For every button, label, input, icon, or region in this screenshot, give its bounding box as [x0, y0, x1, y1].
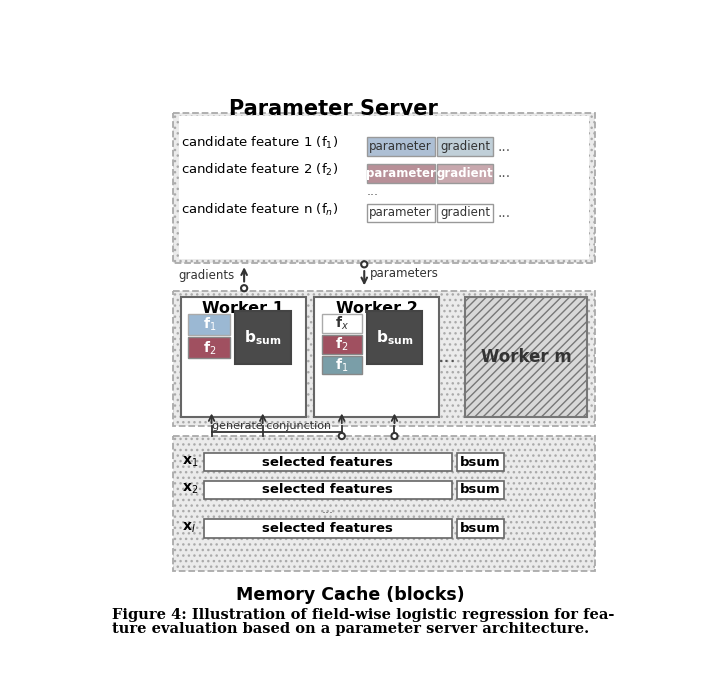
Bar — [204, 519, 452, 537]
Text: parameter: parameter — [369, 206, 432, 219]
Text: candidate feature 1 (f$_1$): candidate feature 1 (f$_1$) — [180, 136, 338, 151]
Bar — [235, 311, 291, 364]
Text: x$_1$: x$_1$ — [182, 454, 198, 469]
Text: ...: ... — [366, 186, 379, 198]
Bar — [188, 338, 230, 358]
Text: gradients: gradients — [178, 269, 235, 282]
Bar — [322, 335, 362, 354]
Text: gradient: gradient — [436, 167, 493, 180]
Text: bsum: bsum — [460, 522, 501, 535]
Text: x$_I$: x$_I$ — [182, 520, 196, 535]
Text: b$_\mathregular{sum}$: b$_\mathregular{sum}$ — [376, 328, 413, 347]
Text: selected features: selected features — [262, 456, 394, 469]
Text: ...: ... — [438, 347, 456, 366]
Bar — [366, 164, 435, 183]
Text: Worker m: Worker m — [481, 348, 572, 366]
Text: gradient: gradient — [440, 206, 490, 219]
Text: parameters: parameters — [369, 267, 438, 280]
Bar — [437, 203, 493, 222]
Text: selected features: selected features — [262, 522, 394, 535]
Text: ...: ... — [322, 503, 334, 516]
Text: f$_2$: f$_2$ — [335, 336, 349, 353]
Text: bsum: bsum — [460, 484, 501, 496]
Bar — [180, 297, 306, 417]
Text: parameter: parameter — [366, 167, 436, 180]
Circle shape — [339, 433, 345, 439]
Text: Parameter Server: Parameter Server — [229, 99, 438, 119]
Text: candidate feature 2 (f$_2$): candidate feature 2 (f$_2$) — [180, 162, 338, 179]
Circle shape — [361, 261, 367, 267]
Bar — [322, 314, 362, 333]
Bar — [322, 356, 362, 374]
Text: ...: ... — [498, 166, 511, 181]
Bar — [457, 519, 504, 537]
Text: candidate feature n (f$_n$): candidate feature n (f$_n$) — [180, 202, 338, 218]
Bar — [204, 481, 452, 499]
Circle shape — [241, 285, 247, 291]
Text: f$_x$: f$_x$ — [335, 315, 349, 332]
Bar — [437, 137, 493, 155]
Bar — [366, 203, 435, 222]
Text: parameter: parameter — [369, 140, 432, 153]
Bar — [204, 453, 452, 471]
Bar — [465, 297, 588, 417]
Text: f$_1$: f$_1$ — [202, 316, 216, 333]
Text: gradient: gradient — [440, 140, 490, 153]
Text: Figure 4: Illustration of field-wise logistic regression for fea-: Figure 4: Illustration of field-wise log… — [113, 608, 615, 622]
Text: Worker 2: Worker 2 — [336, 301, 418, 316]
Text: Worker 1: Worker 1 — [202, 301, 284, 316]
Text: bsum: bsum — [460, 456, 501, 469]
Text: generate conjunction: generate conjunction — [212, 421, 331, 431]
Bar — [457, 481, 504, 499]
Text: f$_1$: f$_1$ — [335, 357, 349, 374]
Circle shape — [391, 433, 398, 439]
Bar — [457, 453, 504, 471]
Text: Memory Cache (blocks): Memory Cache (blocks) — [237, 587, 465, 604]
Text: ...: ... — [498, 140, 511, 153]
Text: selected features: selected features — [262, 484, 394, 496]
Text: x$_2$: x$_2$ — [182, 482, 198, 496]
Text: ...: ... — [498, 206, 511, 220]
Text: f$_2$: f$_2$ — [202, 339, 216, 357]
Bar — [314, 297, 439, 417]
Text: b$_\mathregular{sum}$: b$_\mathregular{sum}$ — [244, 328, 282, 347]
Bar — [366, 137, 435, 155]
Bar — [437, 164, 493, 183]
Bar — [173, 291, 595, 426]
Bar — [179, 117, 589, 259]
Bar — [173, 436, 595, 571]
Bar — [366, 311, 422, 364]
Bar — [188, 314, 230, 335]
Bar — [173, 113, 595, 263]
Text: ture evaluation based on a parameter server architecture.: ture evaluation based on a parameter ser… — [113, 621, 590, 636]
